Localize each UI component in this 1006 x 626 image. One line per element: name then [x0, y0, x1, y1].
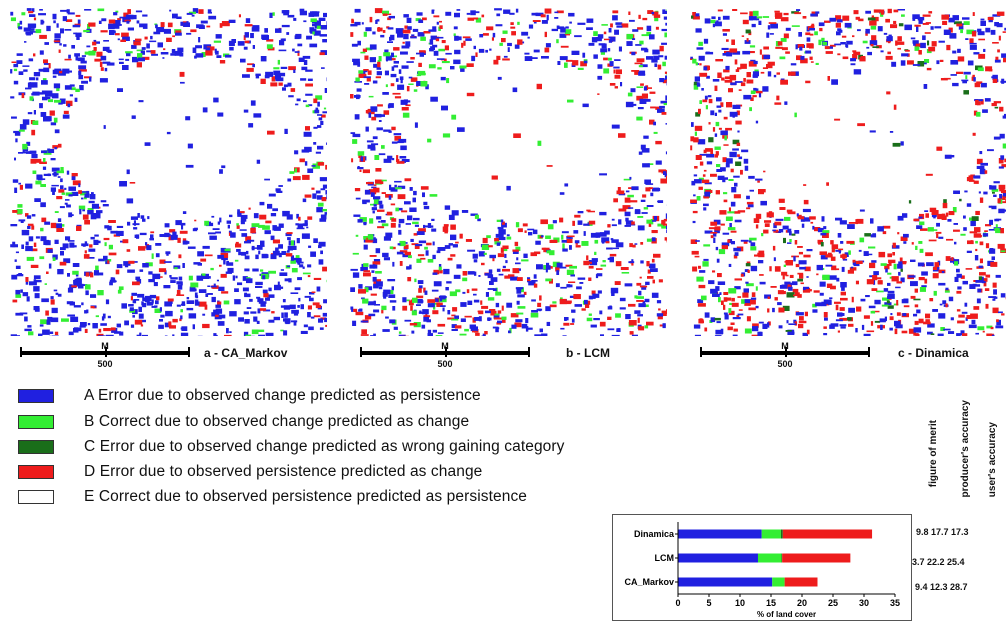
x-tick-label: 0	[675, 598, 680, 608]
stats-dinamica: 9.8 17.7 17.3	[916, 527, 969, 537]
caption-lcm: b - LCM	[566, 346, 610, 360]
bar-ca-markov-b	[772, 578, 784, 587]
scale-bar-a: M 500	[20, 343, 190, 373]
legend-swatch-a	[18, 389, 54, 403]
scale-value: 500	[20, 359, 190, 369]
x-tick-label: 30	[859, 598, 869, 608]
legend-item-e: E Correct due to observed persistence pr…	[18, 487, 527, 507]
legend-item-c: C Error due to observed change predicted…	[18, 437, 565, 457]
x-tick-label: 35	[890, 598, 900, 608]
map-ca-markov	[10, 8, 327, 336]
category-label: Dinamica	[634, 529, 675, 539]
bar-ca-markov-d	[785, 578, 818, 587]
legend-item-b: B Correct due to observed change predict…	[18, 412, 469, 432]
scale-bar-c: M 500	[700, 343, 870, 373]
x-tick-label: 10	[735, 598, 745, 608]
header-users-accuracy: user's accuracy	[987, 422, 998, 497]
scale-value: 500	[360, 359, 530, 369]
category-label: LCM	[655, 553, 675, 563]
bar-dinamica-d	[783, 530, 872, 539]
legend-item-d: D Error due to observed persistence pred…	[18, 462, 482, 482]
scale-value: 500	[700, 359, 870, 369]
bar-lcm-c	[782, 554, 783, 563]
legend-swatch-c	[18, 440, 54, 454]
legend-label-e: E Correct due to observed persistence pr…	[84, 488, 527, 506]
map-lcm	[350, 8, 667, 336]
x-tick-label: 20	[797, 598, 807, 608]
caption-ca-markov: a - CA_Markov	[204, 346, 287, 360]
caption-dinamica: c - Dinamica	[898, 346, 969, 360]
header-figure-of-merit: figure of merit	[928, 420, 939, 487]
land-cover-bar-chart: Dinamica LCM CA_Markov 0 5 10 15 20 25 30 35 % of l…	[612, 514, 912, 621]
stats-lcm: 13.7 22.2 25.4	[907, 557, 965, 567]
scale-bar-b: M 500	[360, 343, 530, 373]
legend-swatch-b	[18, 415, 54, 429]
x-axis-label: % of land cover	[757, 610, 816, 619]
bar-ca-markov-a	[678, 578, 772, 587]
stats-ca-markov: 9.4 12.3 28.7	[915, 582, 968, 592]
bar-lcm-b	[758, 554, 782, 563]
map-dinamica	[690, 8, 1006, 336]
bar-lcm-d	[782, 554, 850, 563]
bar-dinamica-a	[678, 530, 762, 539]
x-tick-label: 5	[706, 598, 711, 608]
bar-lcm-a	[678, 554, 758, 563]
x-tick-label: 15	[766, 598, 776, 608]
legend-label-a: A Error due to observed change predicted…	[84, 387, 481, 405]
header-producers-accuracy: producer's accuracy	[960, 400, 971, 497]
legend-item-a: A Error due to observed change predicted…	[18, 386, 481, 406]
bar-dinamica-b	[762, 530, 781, 539]
category-label: CA_Markov	[624, 577, 674, 587]
legend-swatch-e	[18, 490, 54, 504]
x-tick-label: 25	[828, 598, 838, 608]
bar-dinamica-c	[781, 530, 783, 539]
legend-label-b: B Correct due to observed change predict…	[84, 413, 469, 431]
legend-swatch-d	[18, 465, 54, 479]
legend-label-d: D Error due to observed persistence pred…	[84, 463, 482, 481]
legend-label-c: C Error due to observed change predicted…	[84, 438, 565, 456]
